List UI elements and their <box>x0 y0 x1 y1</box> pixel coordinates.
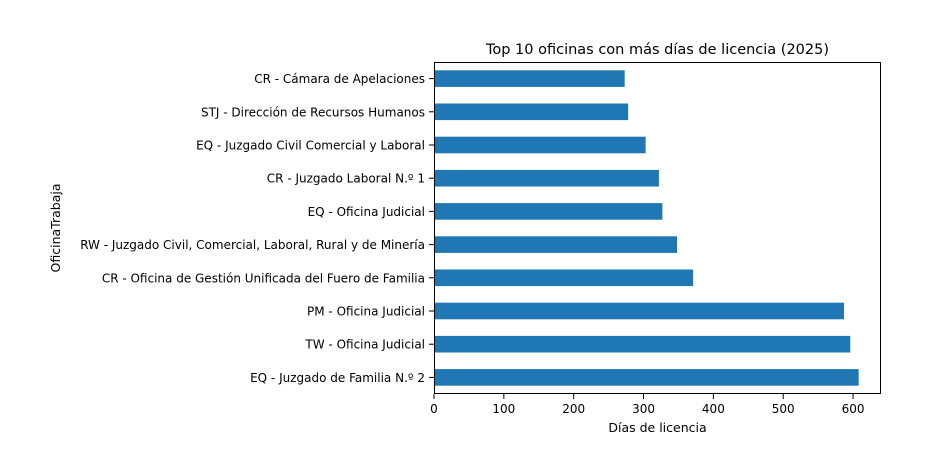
x-tick-label: 100 <box>492 402 515 416</box>
y-tick-label: EQ - Juzgado Civil Comercial y Laboral <box>196 139 425 153</box>
bar-4 <box>434 169 659 187</box>
chart-title: Top 10 oficinas con más días de licencia… <box>485 42 829 58</box>
bar-2 <box>434 103 629 121</box>
y-axis-title: OficinaTrabaja <box>48 184 63 273</box>
y-tick-label: TW - Oficina Judicial <box>304 338 425 352</box>
y-tick-label: PM - Oficina Judicial <box>307 305 425 319</box>
y-tick-label: CR - Cámara de Apelaciones <box>254 72 425 86</box>
plot-frame <box>434 62 881 394</box>
bar-8 <box>434 302 844 320</box>
y-tick-label: RW - Juzgado Civil, Comercial, Laboral, … <box>80 238 425 252</box>
x-axis-ticks: 0 100 200 300 400 500 600 <box>430 394 865 416</box>
x-axis-title: Días de licencia <box>608 420 706 435</box>
y-tick-label: CR - Juzgado Laboral N.º 1 <box>267 172 425 186</box>
x-tick-label: 400 <box>702 402 725 416</box>
x-tick-label: 600 <box>842 402 865 416</box>
y-tick-label: STJ - Dirección de Recursos Humanos <box>201 105 425 119</box>
bar-10 <box>434 369 859 386</box>
y-tick-label: EQ - Oficina Judicial <box>308 205 425 219</box>
bars-group <box>434 70 859 386</box>
bar-3 <box>434 136 646 154</box>
y-axis-ticks: CR - Cámara de Apelaciones STJ - Direcció… <box>80 72 434 385</box>
bar-9 <box>434 335 851 353</box>
y-tick-label: EQ - Juzgado de Familia N.º 2 <box>250 371 425 385</box>
x-tick-label: 500 <box>772 402 795 416</box>
bar-7 <box>434 269 694 287</box>
x-tick-label: 0 <box>430 402 438 416</box>
y-tick-label: CR - Oficina de Gestión Unificada del Fu… <box>102 271 425 285</box>
x-tick-label: 200 <box>562 402 585 416</box>
bar-1 <box>434 70 625 87</box>
bar-6 <box>434 236 678 253</box>
x-tick-label: 300 <box>632 402 655 416</box>
bar-5 <box>434 203 663 220</box>
